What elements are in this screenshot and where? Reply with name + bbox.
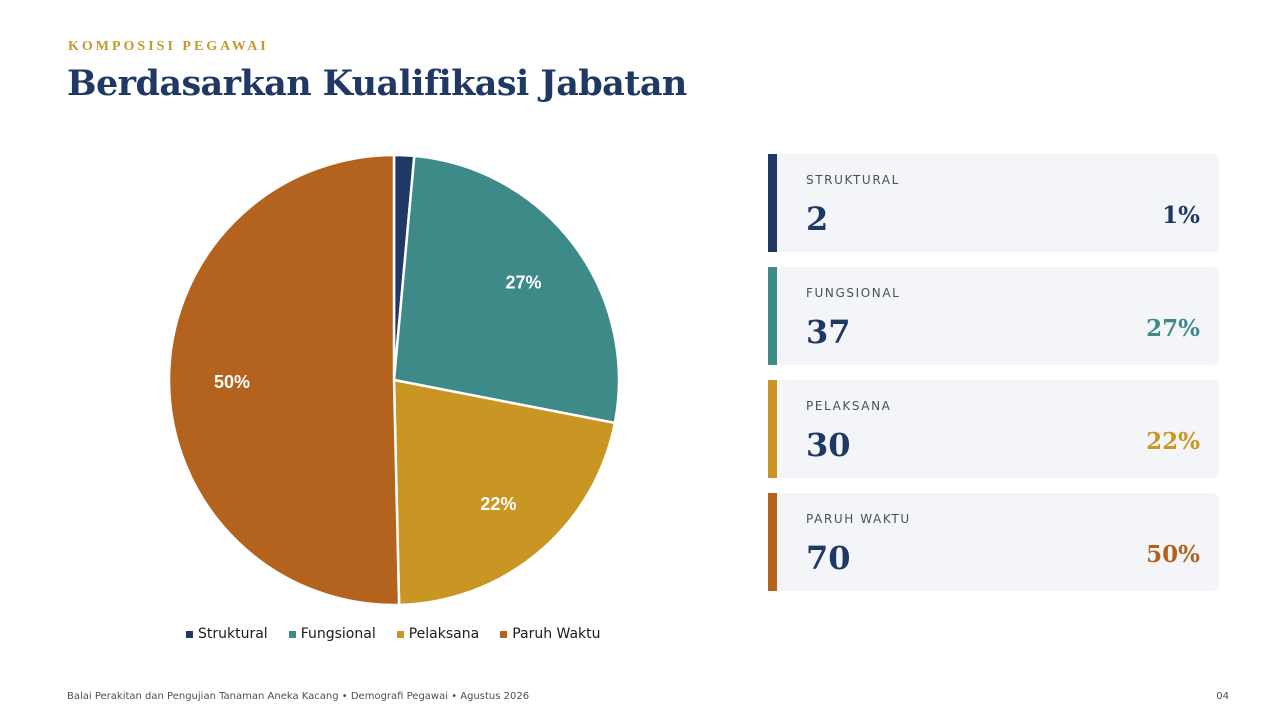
legend-label: Pelaksana (408, 626, 480, 642)
card-count: 2 (806, 200, 829, 238)
legend-label: Struktural (198, 626, 268, 642)
card-percent: 27% (1146, 315, 1200, 342)
legend-item-fungsional: Fungsional (288, 626, 376, 642)
card-accent-bar (768, 267, 777, 365)
pie-chart: 27% 22% 50% (167, 153, 621, 607)
summary-cards: STRUKTURAL 2 1% FUNGSIONAL 37 27% PELAKS… (768, 154, 1219, 606)
legend-swatch (186, 630, 193, 638)
card-label: PARUH WAKTU (806, 512, 911, 526)
pie-slice-fungsional (392, 154, 621, 425)
card-paruh-waktu: PARUH WAKTU 70 50% (768, 493, 1219, 591)
pie-slice-pelaksana (392, 378, 617, 607)
page-title: Berdasarkan Kualifikasi Jabatan (67, 63, 687, 104)
card-count: 70 (806, 539, 851, 577)
legend-item-paruh-waktu: Paruh Waktu (500, 626, 601, 642)
legend-item-struktural: Struktural (186, 626, 268, 642)
footer-text: Balai Perakitan dan Pengujian Tanaman An… (67, 691, 530, 702)
card-count: 37 (806, 313, 851, 351)
card-accent-bar (768, 154, 777, 252)
card-accent-bar (768, 493, 777, 591)
card-accent-bar (768, 380, 777, 478)
card-struktural: STRUKTURAL 2 1% (768, 154, 1219, 252)
card-count: 30 (806, 426, 851, 464)
chart-legend: Struktural Fungsional Pelaksana Paruh Wa… (186, 626, 622, 642)
page-number: 04 (1216, 691, 1229, 702)
pie-slice-paruh-waktu (167, 153, 401, 607)
card-label: PELAKSANA (806, 399, 892, 413)
legend-label: Fungsional (300, 626, 376, 642)
legend-swatch (396, 630, 404, 638)
legend-label: Paruh Waktu (512, 626, 601, 642)
pie-data-label-paruh-waktu: 50% (214, 372, 250, 392)
legend-swatch (288, 630, 296, 638)
legend-item-pelaksana: Pelaksana (396, 626, 480, 642)
card-label: STRUKTURAL (806, 173, 900, 187)
card-percent: 50% (1146, 541, 1200, 568)
card-percent: 1% (1162, 202, 1200, 229)
legend-swatch (500, 630, 508, 638)
pie-data-label-pelaksana: 22% (480, 494, 516, 514)
card-percent: 22% (1146, 428, 1200, 455)
card-fungsional: FUNGSIONAL 37 27% (768, 267, 1219, 365)
pie-data-label-fungsional: 27% (506, 273, 542, 293)
card-pelaksana: PELAKSANA 30 22% (768, 380, 1219, 478)
card-label: FUNGSIONAL (806, 286, 901, 300)
eyebrow-label: KOMPOSISI PEGAWAI (68, 39, 269, 54)
